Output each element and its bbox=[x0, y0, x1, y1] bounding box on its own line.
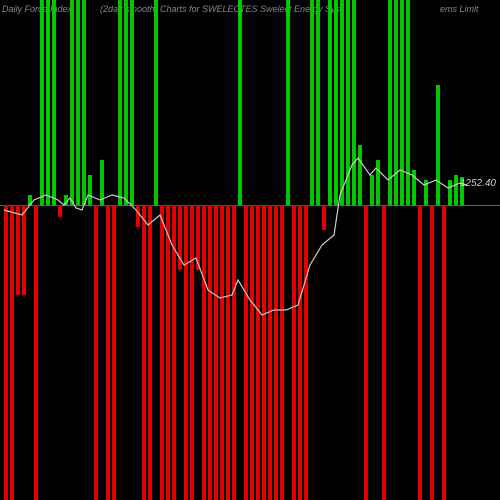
bar-positive bbox=[406, 0, 410, 205]
bar-negative bbox=[34, 205, 38, 500]
bar-negative bbox=[4, 205, 8, 500]
bar-negative bbox=[418, 205, 422, 500]
bar-negative bbox=[274, 205, 278, 500]
bar-positive bbox=[238, 0, 242, 205]
bar-negative bbox=[196, 205, 200, 270]
bar-positive bbox=[412, 170, 416, 205]
bar-negative bbox=[22, 205, 26, 295]
bar-positive bbox=[100, 160, 104, 205]
bar-positive bbox=[88, 175, 92, 205]
bar-positive bbox=[370, 175, 374, 205]
bar-positive bbox=[448, 180, 452, 205]
bar-positive bbox=[352, 0, 356, 205]
bar-positive bbox=[40, 0, 44, 205]
bar-positive bbox=[76, 0, 80, 205]
bar-negative bbox=[178, 205, 182, 270]
bar-positive bbox=[358, 145, 362, 205]
bar-positive bbox=[70, 0, 74, 205]
bar-negative bbox=[430, 205, 434, 500]
bar-negative bbox=[190, 205, 194, 500]
bar-negative bbox=[58, 205, 62, 217]
bar-negative bbox=[280, 205, 284, 500]
bar-positive bbox=[82, 0, 86, 205]
bar-negative bbox=[382, 205, 386, 500]
bar-positive bbox=[388, 0, 392, 205]
bar-positive bbox=[334, 0, 338, 205]
bar-negative bbox=[442, 205, 446, 500]
bar-negative bbox=[268, 205, 272, 500]
title-segment: Daily Force Index bbox=[2, 4, 72, 14]
bar-positive bbox=[394, 0, 398, 205]
bar-negative bbox=[136, 205, 140, 227]
bar-positive bbox=[28, 195, 32, 205]
bar-negative bbox=[304, 205, 308, 500]
bar-negative bbox=[184, 205, 188, 500]
bar-negative bbox=[106, 205, 110, 500]
bar-positive bbox=[154, 0, 158, 205]
bar-negative bbox=[220, 205, 224, 500]
bar-positive bbox=[118, 0, 122, 205]
bar-negative bbox=[364, 205, 368, 500]
bar-positive bbox=[64, 195, 68, 205]
bar-negative bbox=[208, 205, 212, 500]
bar-negative bbox=[214, 205, 218, 500]
bar-positive bbox=[340, 0, 344, 205]
bar-negative bbox=[256, 205, 260, 500]
bar-negative bbox=[244, 205, 248, 500]
bar-positive bbox=[424, 180, 428, 205]
price-label: 1252.40 bbox=[460, 178, 496, 189]
bar-positive bbox=[130, 0, 134, 205]
bar-positive bbox=[400, 0, 404, 205]
title-segment: ems Limit bbox=[440, 4, 479, 14]
bar-negative bbox=[142, 205, 146, 500]
bar-positive bbox=[376, 160, 380, 205]
bar-positive bbox=[286, 0, 290, 205]
bar-positive bbox=[346, 0, 350, 205]
bar-negative bbox=[226, 205, 230, 500]
bar-positive bbox=[454, 175, 458, 205]
bar-negative bbox=[112, 205, 116, 500]
bar-negative bbox=[148, 205, 152, 500]
bar-positive bbox=[436, 85, 440, 205]
bar-positive bbox=[52, 0, 56, 205]
bar-negative bbox=[10, 205, 14, 500]
bar-negative bbox=[292, 205, 296, 500]
bar-positive bbox=[46, 0, 50, 205]
bar-negative bbox=[166, 205, 170, 500]
bar-negative bbox=[250, 205, 254, 500]
bar-negative bbox=[16, 205, 20, 295]
bar-negative bbox=[262, 205, 266, 500]
bar-negative bbox=[172, 205, 176, 500]
bar-negative bbox=[298, 205, 302, 500]
bar-positive bbox=[310, 0, 314, 205]
force-index-chart: Daily Force Index (2day smooth) Charts f… bbox=[0, 0, 500, 500]
bar-negative bbox=[160, 205, 164, 500]
bar-positive bbox=[316, 0, 320, 205]
bar-negative bbox=[322, 205, 326, 230]
bar-negative bbox=[202, 205, 206, 500]
bar-positive bbox=[328, 0, 332, 205]
bar-positive bbox=[124, 0, 128, 205]
bar-negative bbox=[232, 205, 236, 500]
bar-negative bbox=[94, 205, 98, 500]
